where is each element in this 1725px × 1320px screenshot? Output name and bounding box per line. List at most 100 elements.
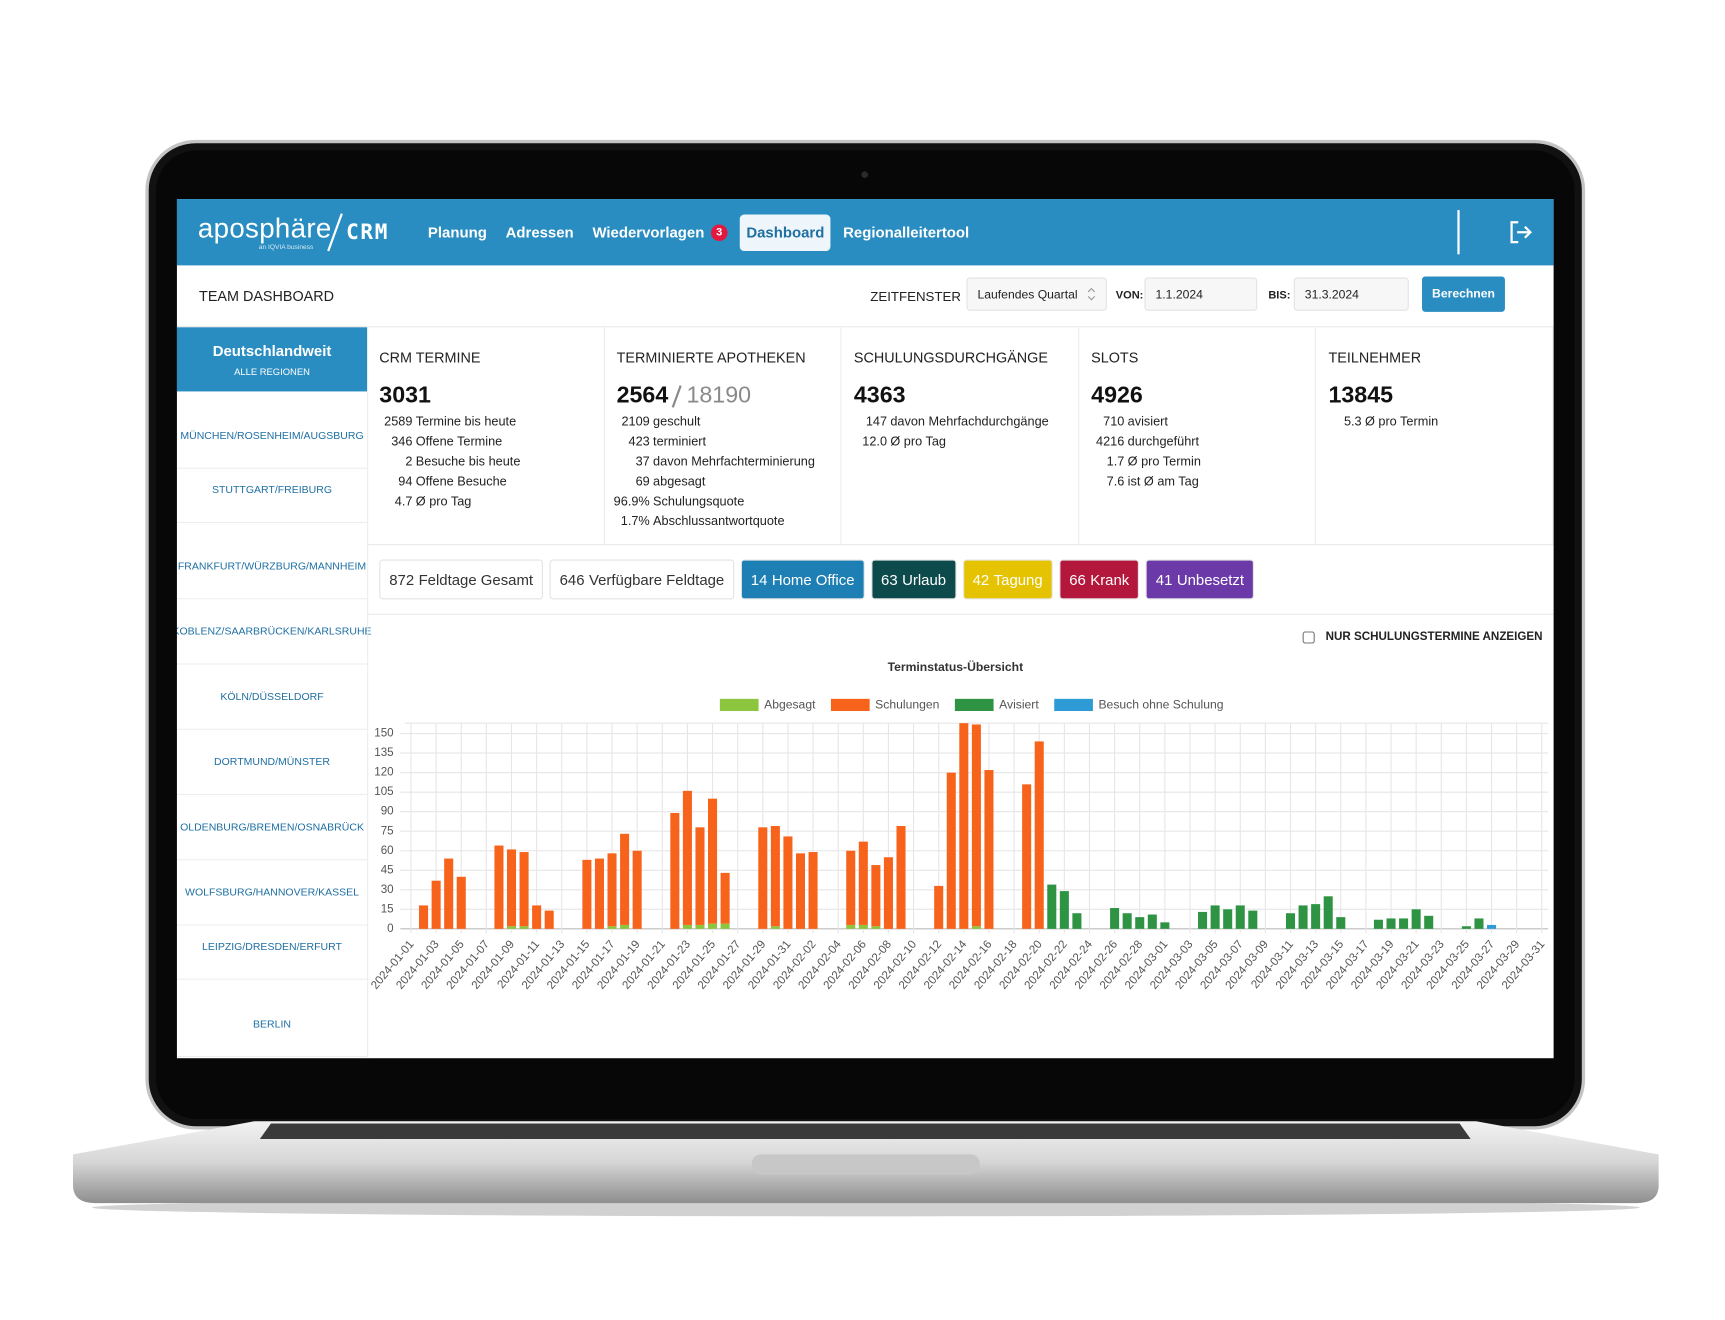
kpi-row-label: Abschlussantwortquote: [653, 515, 785, 529]
nav-item[interactable]: Regionalleitertool: [836, 214, 975, 250]
bar-segment: [607, 853, 617, 927]
camera: [861, 171, 869, 179]
nav-item[interactable]: Dashboard: [739, 213, 831, 251]
kpi-row-label: Besuche bis heute: [415, 455, 521, 469]
kpi-row-value: 1.7%: [620, 515, 650, 529]
kpi-row-label: davon Mehrfachdurchgänge: [890, 415, 1049, 430]
region-item[interactable]: MÜNCHEN/ROSENHEIM/AUGSBURG: [176, 405, 368, 469]
bar-segment: [1399, 918, 1409, 929]
sidebar-active[interactable]: Deutschlandweit ALLE REGIONEN: [176, 327, 368, 392]
y-tick-label: 120: [374, 766, 393, 779]
kpi-value: 4363: [853, 382, 906, 409]
bar-segment: [582, 859, 592, 929]
region-item[interactable]: FRANKFURT/WÜRZBURG/MANNHEIM: [176, 535, 368, 600]
bar-segment: [708, 798, 718, 924]
bar-segment: [770, 926, 780, 929]
region-item[interactable]: KÖLN/DÜSSELDORF: [176, 666, 368, 730]
region-item[interactable]: LEIPZIG/DRESDEN/ERFURT: [176, 916, 368, 980]
y-tick-label: 30: [381, 883, 394, 896]
y-tick-label: 135: [374, 746, 393, 759]
chart-title: Terminstatus-Übersicht: [888, 659, 1024, 674]
nav-items: Planung Adressen Wiedervorlagen 3 Dashboard R…: [421, 212, 976, 252]
region-item[interactable]: BERLIN: [176, 993, 368, 1058]
screen: aposphäre an IQVIA business CRM Planung A…: [176, 199, 1554, 1059]
nav-item[interactable]: Wiedervorlagen 3: [586, 214, 734, 250]
bar-segment: [808, 852, 818, 929]
bar-segment: [1411, 909, 1421, 929]
bar-segment: [519, 852, 529, 927]
kpi-title: TEILNEHMER: [1328, 349, 1422, 367]
bar-segment: [419, 905, 429, 929]
filter-label: NUR SCHULUNGSTERMINE ANZEIGEN: [1325, 630, 1543, 644]
kpi-row-label: terminiert: [653, 435, 707, 449]
kpi-card: CRM TERMINE 3031 2589 Termine bis heute 346 O…: [367, 327, 605, 545]
region-item[interactable]: WOLFSBURG/HANNOVER/KASSEL: [176, 861, 368, 926]
kpi-row-value: 69: [635, 475, 650, 489]
chip-label: Home Office: [771, 571, 855, 588]
y-tick-label: 15: [381, 902, 394, 915]
bar-segment: [1235, 905, 1245, 929]
kpi-row-label: Ø pro Termin: [1364, 415, 1439, 430]
region-item[interactable]: STUTTGART/FREIBURG: [176, 459, 368, 524]
from-input[interactable]: 1.1.2024: [1144, 277, 1258, 311]
bar-segment: [632, 850, 642, 929]
bar-segment: [971, 926, 981, 929]
y-tick-label: 0: [387, 922, 393, 935]
logout-door: [1510, 221, 1519, 244]
kpi-row-label: davon Mehrfachterminierung: [653, 455, 815, 469]
chip-count: 66: [1069, 571, 1086, 588]
chip-label: Urlaub: [902, 571, 947, 588]
legend-swatch: [830, 698, 870, 712]
legend-label: Abgesagt: [764, 698, 816, 712]
bar-segment: [1285, 913, 1296, 929]
bar-segment: [1072, 913, 1082, 929]
status-chip: 41 Unbesetzt: [1145, 559, 1255, 600]
kpi-row-label: avisiert: [1127, 415, 1168, 430]
bar-segment: [858, 924, 868, 929]
bar-segment: [858, 841, 868, 925]
bar-segment: [1059, 891, 1069, 929]
region-item[interactable]: DORTMUND/MÜNSTER: [176, 731, 368, 796]
kpi-row-value: 1.7: [1106, 455, 1125, 469]
bar-segment: [1323, 896, 1333, 929]
nav-item[interactable]: Planung: [421, 214, 493, 250]
logo: aposphäre: [197, 213, 332, 245]
window-label: ZEITFENSTER: [870, 288, 961, 305]
to-input[interactable]: 31.3.2024: [1293, 277, 1409, 311]
bar-segment: [1474, 918, 1484, 929]
bar-segment: [1198, 911, 1208, 929]
chips-rule: [367, 613, 1554, 615]
bar-segment: [1034, 741, 1044, 929]
region-item[interactable]: OLDENBURG/BREMEN/OSNABRÜCK: [176, 796, 368, 861]
region-item[interactable]: KOBLENZ/SAARBRÜCKEN/KARLSRUHE: [176, 600, 372, 665]
kpi-value: 4926: [1091, 382, 1143, 409]
kpi-total: 18190: [686, 382, 752, 409]
calculate-button[interactable]: Berechnen: [1422, 276, 1505, 312]
chip-label: Unbesetzt: [1176, 571, 1245, 588]
filter-checkbox[interactable]: [1302, 630, 1315, 644]
window-select[interactable]: Laufendes Quartal: [966, 277, 1107, 311]
bar-segment: [946, 772, 956, 929]
bar-segment: [456, 876, 466, 929]
kpi-row-value: 4216: [1096, 435, 1125, 449]
keyboard: [259, 1123, 1471, 1139]
bar-segment: [1487, 924, 1497, 929]
bar-segment: [1336, 917, 1346, 929]
kpi-row-value: 5.3: [1343, 415, 1362, 430]
chart: Terminstatus-Übersicht Abgesagt Schulunge…: [368, 659, 1549, 992]
logout-icon[interactable]: [1508, 220, 1532, 244]
bar-segment: [1022, 784, 1032, 929]
bar-segment: [1386, 918, 1396, 929]
bar-segment: [758, 827, 768, 929]
nav-item[interactable]: Adressen: [499, 214, 580, 250]
bar-segment: [720, 872, 730, 924]
kpi-row-value: 37: [635, 455, 650, 469]
legend-swatch: [1054, 698, 1093, 712]
to-label: BIS:: [1268, 289, 1291, 302]
bar-segment: [1248, 910, 1258, 929]
chip-count: 14: [750, 571, 768, 588]
sidebar-active-subtitle: ALLE REGIONEN: [234, 366, 310, 378]
legend-label: Avisiert: [999, 698, 1039, 712]
kpi-value: 2564: [616, 382, 669, 409]
bar-segment: [896, 826, 906, 929]
